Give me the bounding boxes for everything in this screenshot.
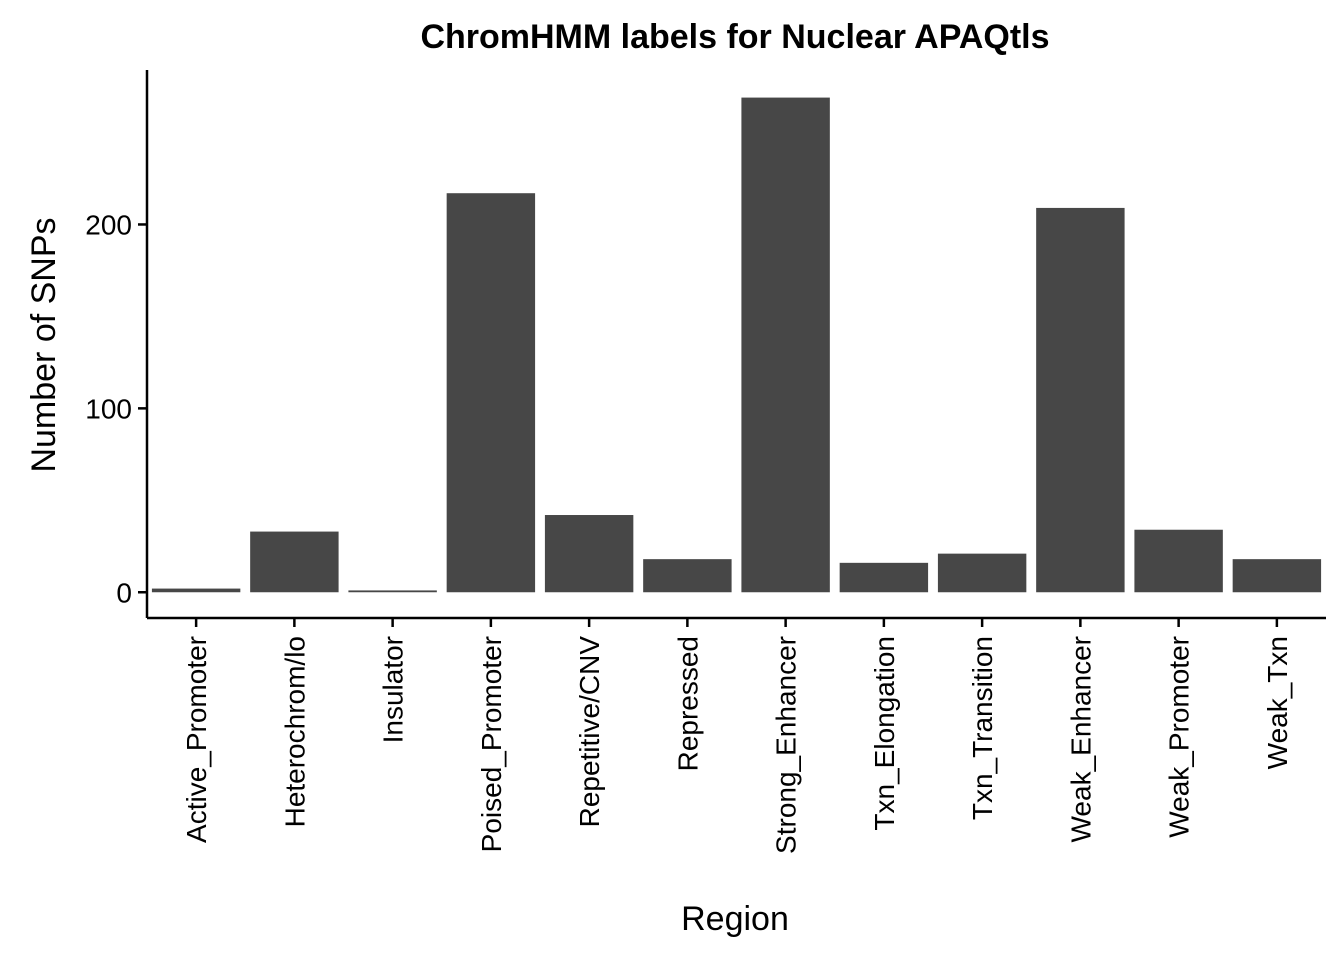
x-tick-label: Repetitive/CNV: [574, 636, 605, 828]
x-tick-label: Heterochrom/lo: [279, 636, 310, 827]
bar-strong-enhancer: [741, 97, 830, 593]
bar-insulator: [348, 590, 437, 593]
x-tick-label: Poised_Promoter: [476, 636, 507, 852]
bar-txn-elongation: [839, 562, 929, 593]
x-tick-label: Strong_Enhancer: [771, 636, 802, 854]
y-tick-label: 100: [85, 393, 132, 424]
x-tick-label: Insulator: [378, 636, 409, 743]
x-tick-label: Weak_Promoter: [1164, 636, 1195, 838]
x-tick-label: Weak_Txn: [1262, 636, 1293, 769]
x-tick-label: Txn_Elongation: [869, 636, 900, 831]
x-axis: Active_Promoter Heterochrom/lo Insulator Po…: [147, 616, 1326, 854]
x-tick-label: Txn_Transition: [967, 636, 998, 820]
x-tick-label: Active_Promoter: [181, 636, 212, 843]
x-axis-title: Region: [681, 900, 789, 938]
y-axis: 0 100 200: [85, 70, 149, 618]
y-tick-label: 0: [116, 577, 132, 608]
bar-weak-enhancer: [1036, 207, 1125, 593]
chart-title: ChromHMM labels for Nuclear APAQtls: [420, 18, 1049, 56]
bar-active-promoter: [151, 588, 241, 593]
x-tick-label: Weak_Enhancer: [1065, 636, 1096, 843]
bar-heterochrom-lo: [250, 531, 339, 593]
bar-poised-promoter: [446, 193, 536, 593]
bars-group: [151, 97, 1322, 593]
y-tick-label: 200: [85, 209, 132, 240]
bar-repressed: [643, 559, 732, 593]
x-tick-label: Repressed: [672, 636, 703, 771]
bar-weak-promoter: [1134, 529, 1223, 593]
y-axis-title: Number of SNPs: [25, 217, 63, 472]
bar-weak-txn: [1232, 559, 1322, 593]
bar-repetitive-cnv: [544, 515, 634, 593]
bar-txn-transition: [937, 553, 1027, 593]
